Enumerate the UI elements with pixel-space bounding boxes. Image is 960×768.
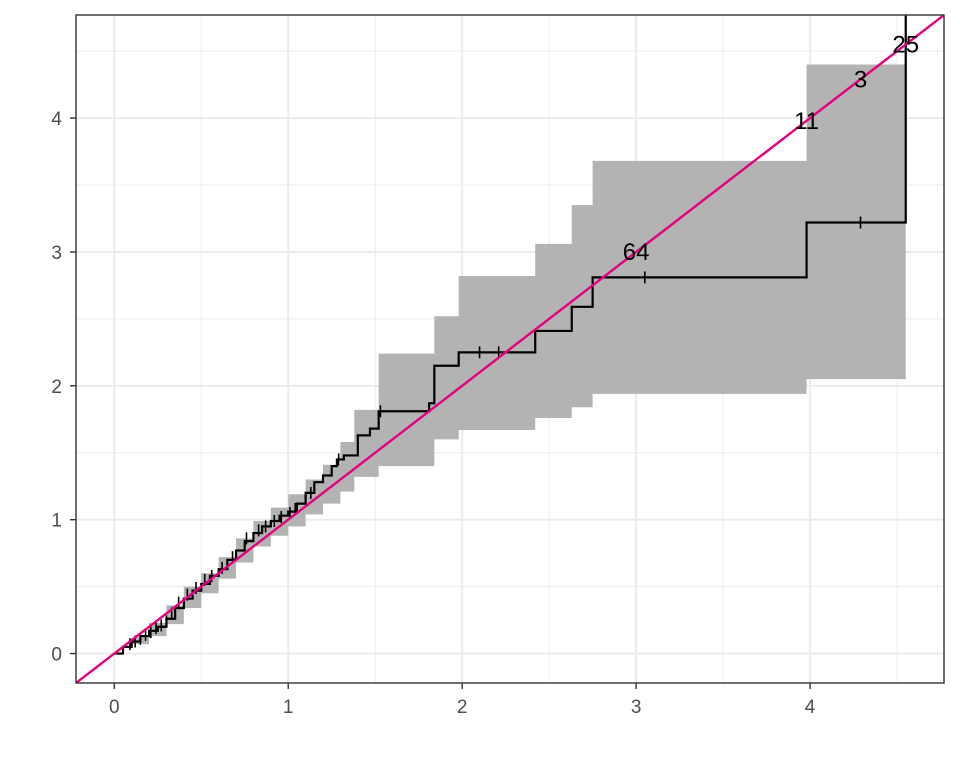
y-tick-label: 4 bbox=[51, 109, 62, 130]
annotation-label: 64 bbox=[623, 239, 650, 266]
reference-line bbox=[76, 15, 944, 683]
confidence-band bbox=[114, 64, 906, 654]
y-tick-label: 0 bbox=[51, 645, 62, 666]
x-tick-label: 0 bbox=[109, 697, 120, 718]
axes: 0 1 2 3 4 0 1 2 3 4 bbox=[51, 109, 815, 718]
x-tick-label: 2 bbox=[457, 697, 468, 718]
y-tick-label: 2 bbox=[51, 377, 62, 398]
y-tick-label: 3 bbox=[51, 243, 62, 264]
annotation-label: 25 bbox=[892, 31, 919, 58]
annotations: 64 11 3 25 bbox=[623, 31, 919, 265]
x-tick-label: 1 bbox=[283, 697, 294, 718]
annotation-label: 11 bbox=[794, 108, 819, 135]
y-tick-label: 1 bbox=[51, 511, 62, 532]
panel-border bbox=[75, 14, 945, 684]
x-tick-label: 3 bbox=[631, 697, 642, 718]
annotation-label: 3 bbox=[854, 66, 867, 93]
x-tick-label: 4 bbox=[805, 697, 816, 718]
